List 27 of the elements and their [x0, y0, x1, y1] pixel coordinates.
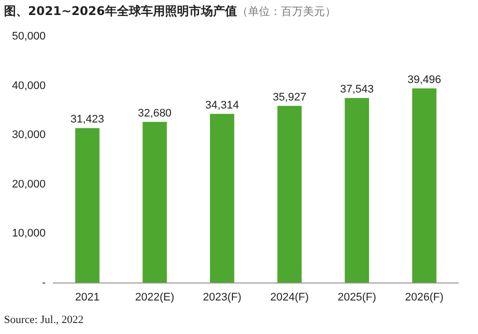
x-tick-label: 2022(E) — [135, 291, 174, 304]
data-label: 34,314 — [205, 99, 239, 112]
x-tick-label: 2026(F) — [405, 291, 444, 304]
y-tick-label: 50,000 — [12, 30, 46, 43]
x-tick-label: 2024(F) — [270, 291, 309, 304]
x-tick-label: 2025(F) — [338, 291, 376, 304]
data-label: 39,496 — [407, 74, 442, 86]
bar — [210, 114, 234, 283]
chart-subtitle: （单位：百万美元） — [236, 5, 336, 18]
data-label: 32,680 — [138, 107, 172, 120]
x-tick-label: 2021 — [75, 291, 100, 304]
bar — [75, 128, 100, 283]
chart-title: 图、2021~2026年全球车用照明市场产值 — [4, 4, 237, 18]
bar — [344, 98, 370, 283]
y-tick-label: 30,000 — [12, 129, 46, 142]
source-note: Source: Jul., 2022 — [4, 314, 84, 326]
y-tick-label: 10,000 — [12, 228, 46, 240]
bar — [277, 106, 302, 283]
y-tick-label: - — [42, 276, 46, 289]
data-label: 35,927 — [272, 91, 306, 104]
bar — [142, 122, 167, 283]
data-label: 37,543 — [340, 83, 374, 96]
y-tick-label: 40,000 — [12, 80, 46, 92]
bar — [412, 88, 436, 283]
y-tick-label: 20,000 — [12, 178, 46, 190]
x-tick-label: 2023(F) — [202, 291, 242, 304]
data-label: 31,423 — [70, 114, 104, 126]
